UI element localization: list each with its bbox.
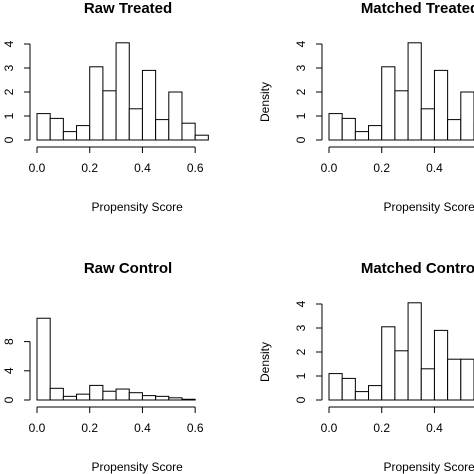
y-tick-label: 1 — [294, 112, 308, 119]
histogram-bar — [49, 117, 64, 141]
histogram-bar — [328, 113, 343, 141]
x-tick-label: 0.6 — [187, 161, 204, 175]
histogram-bar — [433, 69, 449, 141]
histogram-bar — [447, 119, 462, 141]
x-tick-label: 0.6 — [187, 421, 204, 435]
histogram-bar — [49, 387, 64, 401]
y-tick-label: 4 — [2, 367, 16, 374]
histogram-bar — [341, 377, 356, 401]
y-tick-label: 2 — [294, 348, 308, 355]
y-axis-label: Density — [258, 82, 272, 122]
histogram-bar — [381, 326, 396, 401]
y-tick-label: 4 — [294, 300, 308, 307]
x-axis-label: Propensity Score — [91, 200, 183, 214]
x-tick-label: 0.2 — [373, 421, 390, 435]
histogram-bar — [168, 91, 183, 141]
y-tick-label: 3 — [294, 64, 308, 71]
histogram-bar — [194, 134, 209, 141]
x-axis-label: Propensity Score — [383, 200, 474, 214]
y-tick-label: 1 — [2, 112, 16, 119]
histogram-bar — [368, 385, 383, 401]
histogram-bar — [155, 395, 170, 401]
x-axis-label: Propensity Score — [91, 460, 183, 474]
histogram-panel: Raw Treated 0.0 0.2 0.4 0.6 Propensity Score 0… — [2, 0, 209, 214]
x-axis-label: Propensity Score — [383, 460, 474, 474]
x-tick-label: 0.0 — [29, 421, 46, 435]
panel-title: Raw Treated — [84, 0, 172, 17]
y-tick-label: 0 — [2, 136, 16, 143]
panel-title: Raw Control — [84, 260, 172, 277]
y-tick-label: 3 — [294, 324, 308, 331]
histogram-bar — [460, 91, 474, 141]
histogram-bar — [460, 358, 474, 401]
x-tick-label: 0.4 — [426, 161, 443, 175]
histogram-bar — [181, 122, 196, 141]
histogram-bar — [141, 395, 157, 401]
histogram-bar — [341, 117, 356, 141]
histogram-bar — [354, 131, 370, 141]
panel-title: Matched Control — [361, 260, 474, 277]
y-tick-label: 0 — [294, 136, 308, 143]
histogram-bar — [89, 66, 104, 141]
y-axis-label: Density — [258, 342, 272, 382]
histogram-bar — [368, 125, 383, 141]
histogram-bar — [420, 108, 435, 141]
histogram-bar — [407, 42, 422, 141]
histogram-bar — [62, 131, 78, 141]
histogram-bar — [381, 66, 396, 141]
y-tick-label: 8 — [2, 338, 16, 345]
histogram-bar — [89, 384, 104, 401]
y-tick-label: 0 — [2, 396, 16, 403]
x-tick-label: 0.2 — [81, 421, 98, 435]
x-tick-label: 0.0 — [321, 161, 338, 175]
y-tick-label: 2 — [294, 88, 308, 95]
histogram-bar — [115, 388, 130, 401]
histogram-bar — [102, 90, 117, 141]
y-tick-label: 4 — [2, 40, 16, 47]
y-tick-label: 1 — [294, 372, 308, 379]
histogram-bar — [115, 42, 130, 141]
histogram-bar — [62, 395, 78, 401]
histogram-bar — [447, 358, 462, 401]
x-tick-label: 0.2 — [373, 161, 390, 175]
histogram-bar — [36, 317, 51, 401]
histogram-bar — [394, 90, 409, 141]
histogram-bar — [128, 108, 143, 141]
histogram-bar — [155, 119, 170, 141]
y-tick-label: 3 — [2, 64, 16, 71]
x-tick-label: 0.4 — [426, 421, 443, 435]
histogram-bar — [181, 398, 196, 401]
x-tick-label: 0.0 — [321, 421, 338, 435]
histogram-bar — [76, 393, 91, 401]
histogram-bar — [102, 390, 117, 401]
x-tick-label: 0.4 — [134, 421, 151, 435]
x-tick-label: 0.4 — [134, 161, 151, 175]
histogram-bar — [76, 125, 91, 141]
histogram-bar — [141, 69, 157, 141]
y-tick-label: 4 — [294, 40, 308, 47]
histogram-bar — [407, 302, 422, 401]
histogram-bar — [328, 373, 343, 401]
histogram-bar — [168, 397, 183, 401]
histogram-bar — [420, 368, 435, 401]
x-tick-label: 0.2 — [81, 161, 98, 175]
histogram-panel: Raw Control 0.0 0.2 0.4 0.6 Propensity Score 0… — [2, 260, 204, 474]
panel-title: Matched Treated — [361, 0, 474, 17]
histogram-bar — [128, 392, 143, 401]
histogram-bar — [433, 329, 449, 401]
histogram-bar — [394, 350, 409, 401]
y-tick-label: 0 — [294, 396, 308, 403]
histogram-bar — [36, 113, 51, 141]
y-tick-label: 2 — [2, 88, 16, 95]
x-tick-label: 0.0 — [29, 161, 46, 175]
histogram-bar — [354, 391, 370, 401]
